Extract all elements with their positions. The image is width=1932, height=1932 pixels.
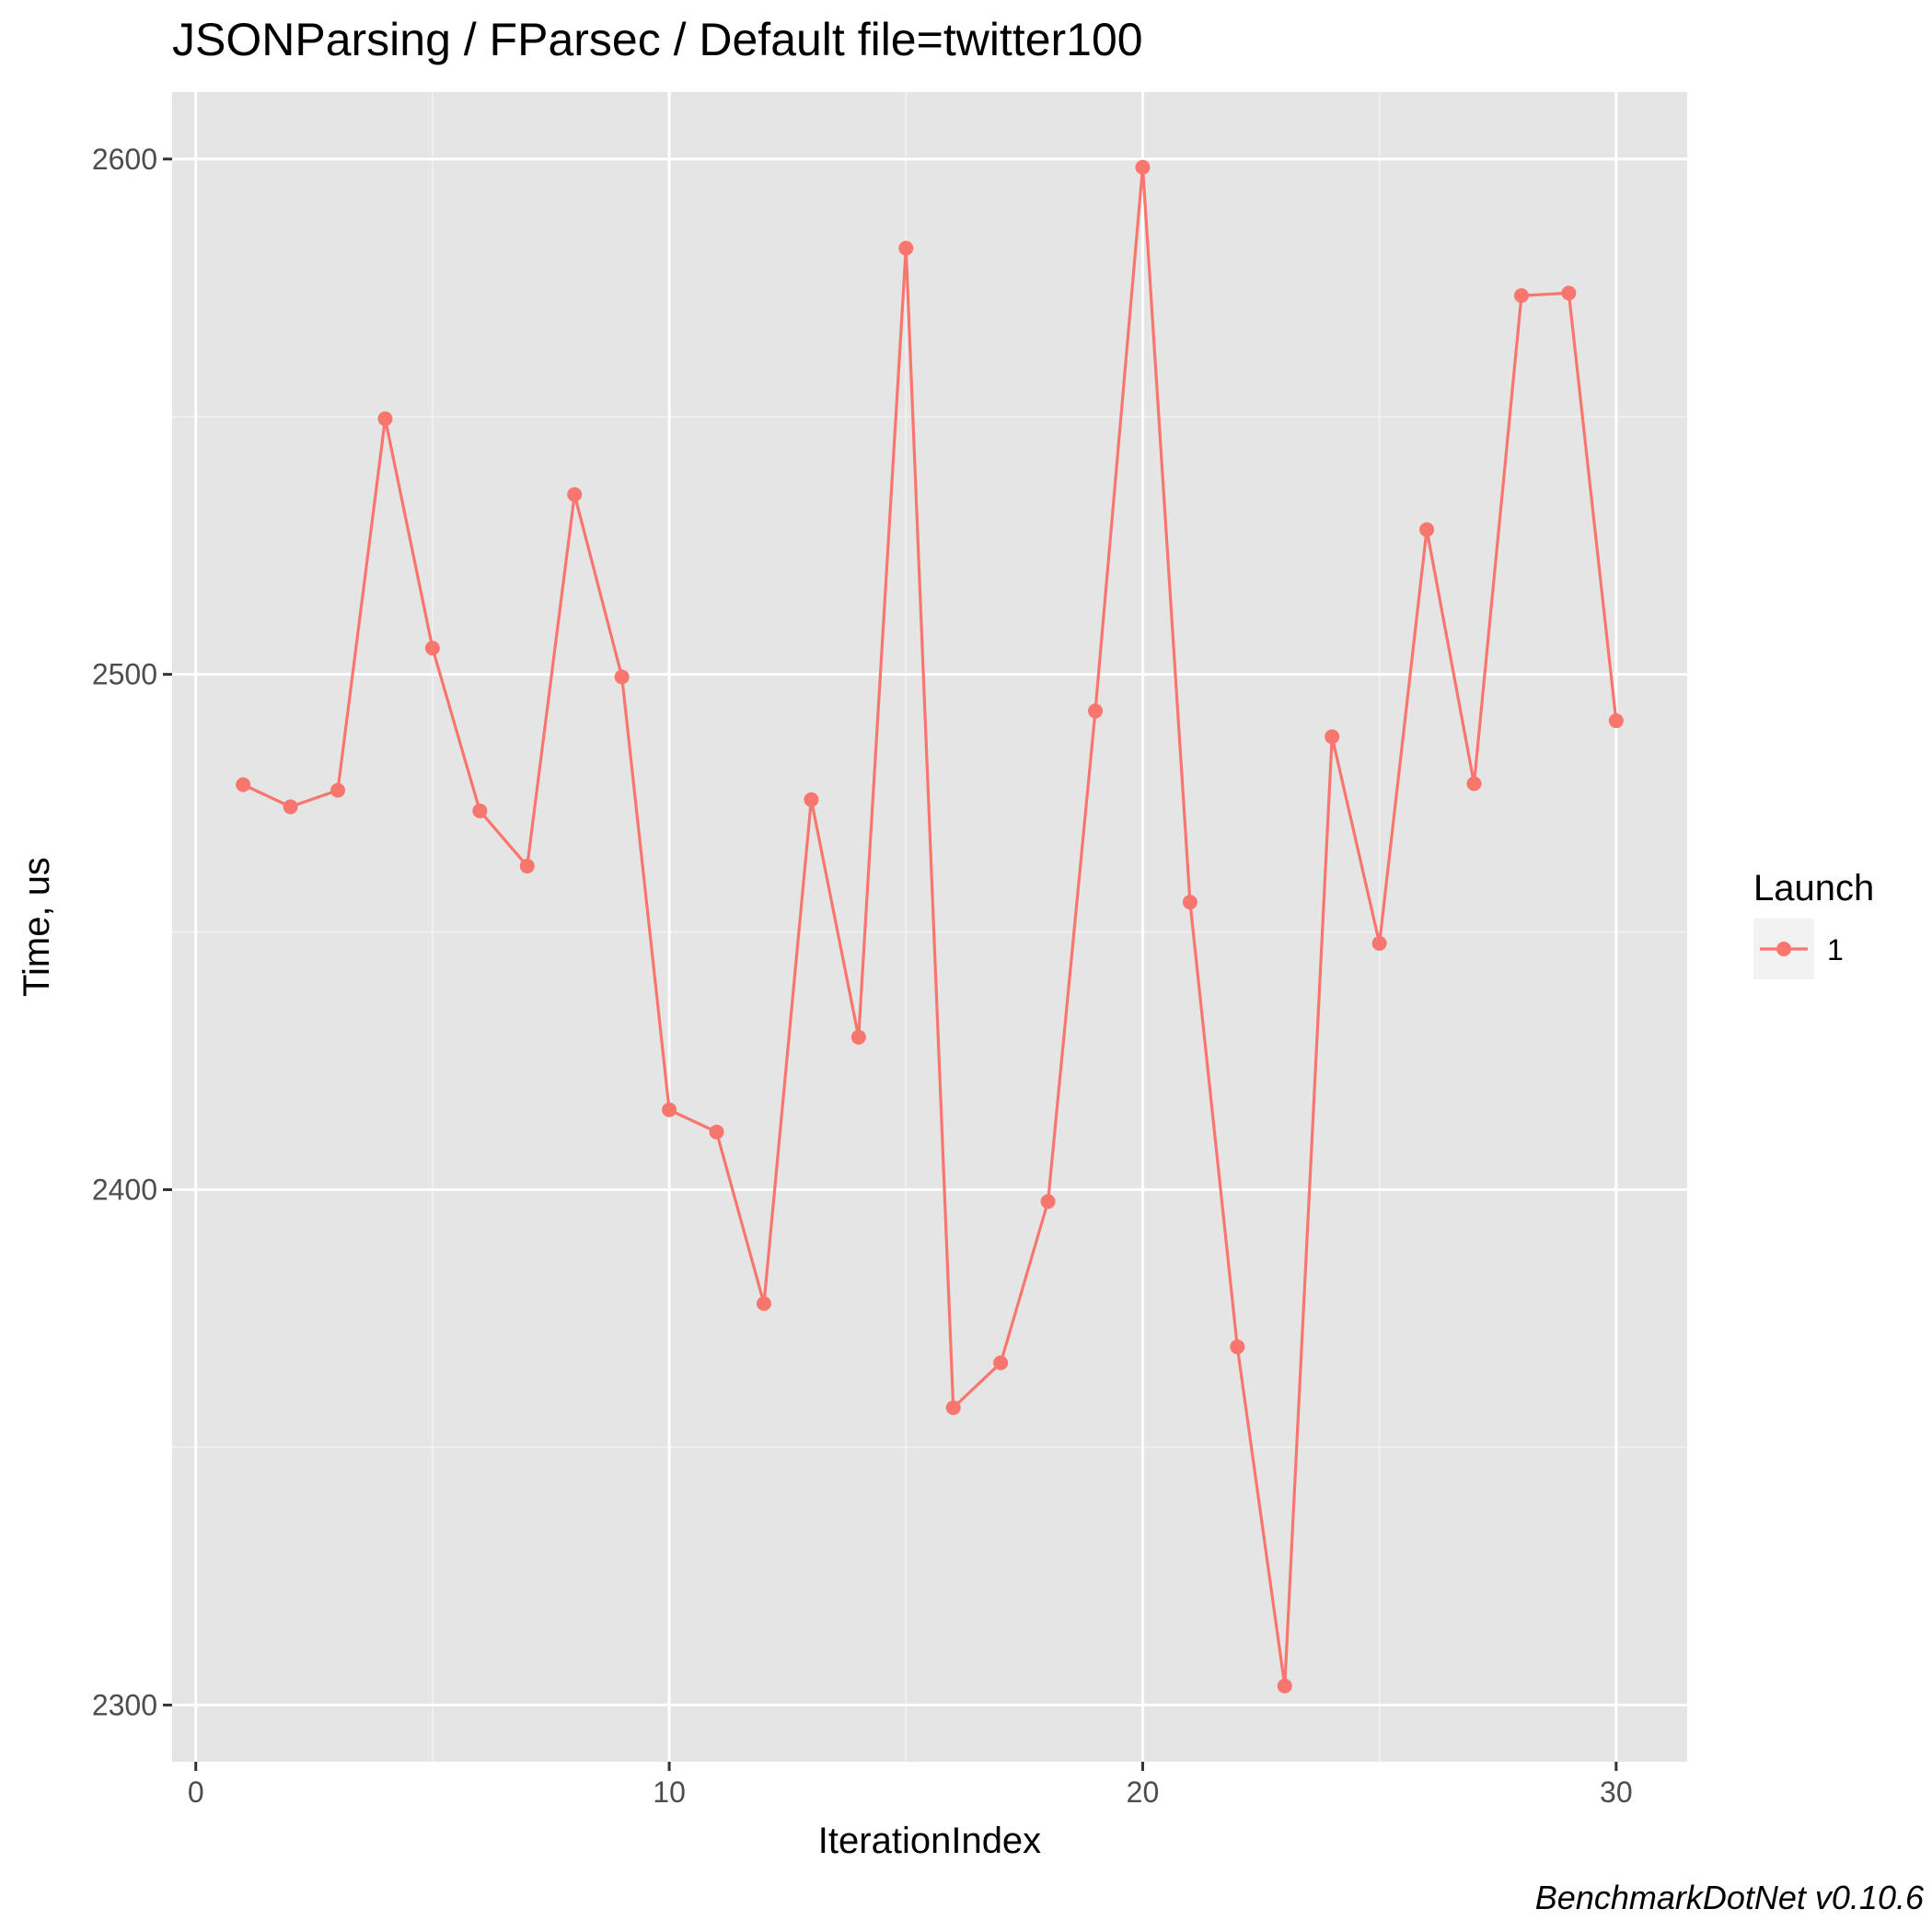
data-point xyxy=(283,799,298,815)
data-point xyxy=(1088,703,1104,719)
caption: BenchmarkDotNet v0.10.6 xyxy=(1535,1879,1925,1916)
axis-ticks xyxy=(163,157,1618,1771)
data-point xyxy=(709,1124,724,1140)
legend-title: Launch xyxy=(1753,868,1874,908)
data-point xyxy=(424,641,440,656)
x-axis-title: IterationIndex xyxy=(818,1821,1041,1861)
data-point xyxy=(614,669,630,685)
x-tick-label: 30 xyxy=(1600,1776,1633,1809)
y-tick-labels: 2300 2400 2500 2600 xyxy=(92,143,157,1722)
data-point xyxy=(236,777,251,792)
data-point xyxy=(945,1400,961,1416)
series-line xyxy=(242,166,1618,1688)
y-tick-label: 2500 xyxy=(92,658,157,691)
grid-major xyxy=(172,92,1687,1762)
data-point xyxy=(567,487,583,503)
data-point xyxy=(330,782,346,798)
data-point xyxy=(1325,729,1340,745)
y-tick-label: 2300 xyxy=(92,1688,157,1721)
data-point xyxy=(377,411,393,426)
series-points xyxy=(236,159,1624,1694)
data-point xyxy=(1561,285,1577,301)
data-point xyxy=(1608,713,1624,729)
data-point xyxy=(850,1029,866,1045)
data-point xyxy=(756,1296,771,1312)
data-point xyxy=(1230,1339,1245,1355)
data-point xyxy=(1277,1678,1292,1694)
y-tick-label: 2400 xyxy=(92,1174,157,1207)
data-point xyxy=(1466,776,1482,792)
x-tick-label: 10 xyxy=(653,1776,686,1809)
series-lines xyxy=(242,166,1618,1688)
data-point xyxy=(519,858,535,873)
y-tick-label: 2600 xyxy=(92,143,157,176)
data-point xyxy=(472,804,488,819)
y-axis-title: Time, us xyxy=(17,857,57,997)
data-point xyxy=(1419,522,1435,538)
x-tick-label: 0 xyxy=(188,1776,204,1809)
x-tick-label: 20 xyxy=(1127,1776,1160,1809)
grid-minor xyxy=(172,92,1687,1762)
chart-title: JSONParsing / FParsec / Default file=twi… xyxy=(172,14,1143,65)
data-point xyxy=(1135,159,1151,175)
x-tick-labels: 0 10 20 30 xyxy=(188,1776,1633,1809)
data-point xyxy=(1182,895,1197,910)
data-point xyxy=(804,792,819,807)
data-point xyxy=(1513,288,1529,304)
data-point xyxy=(898,240,914,256)
legend: Launch 1 xyxy=(1753,868,1874,979)
data-point xyxy=(1040,1194,1056,1209)
data-point xyxy=(662,1102,677,1117)
legend-label-1: 1 xyxy=(1827,933,1844,966)
plot-panel xyxy=(172,92,1687,1762)
legend-key-point xyxy=(1776,942,1791,956)
data-point xyxy=(1371,935,1387,951)
data-point xyxy=(993,1355,1009,1371)
